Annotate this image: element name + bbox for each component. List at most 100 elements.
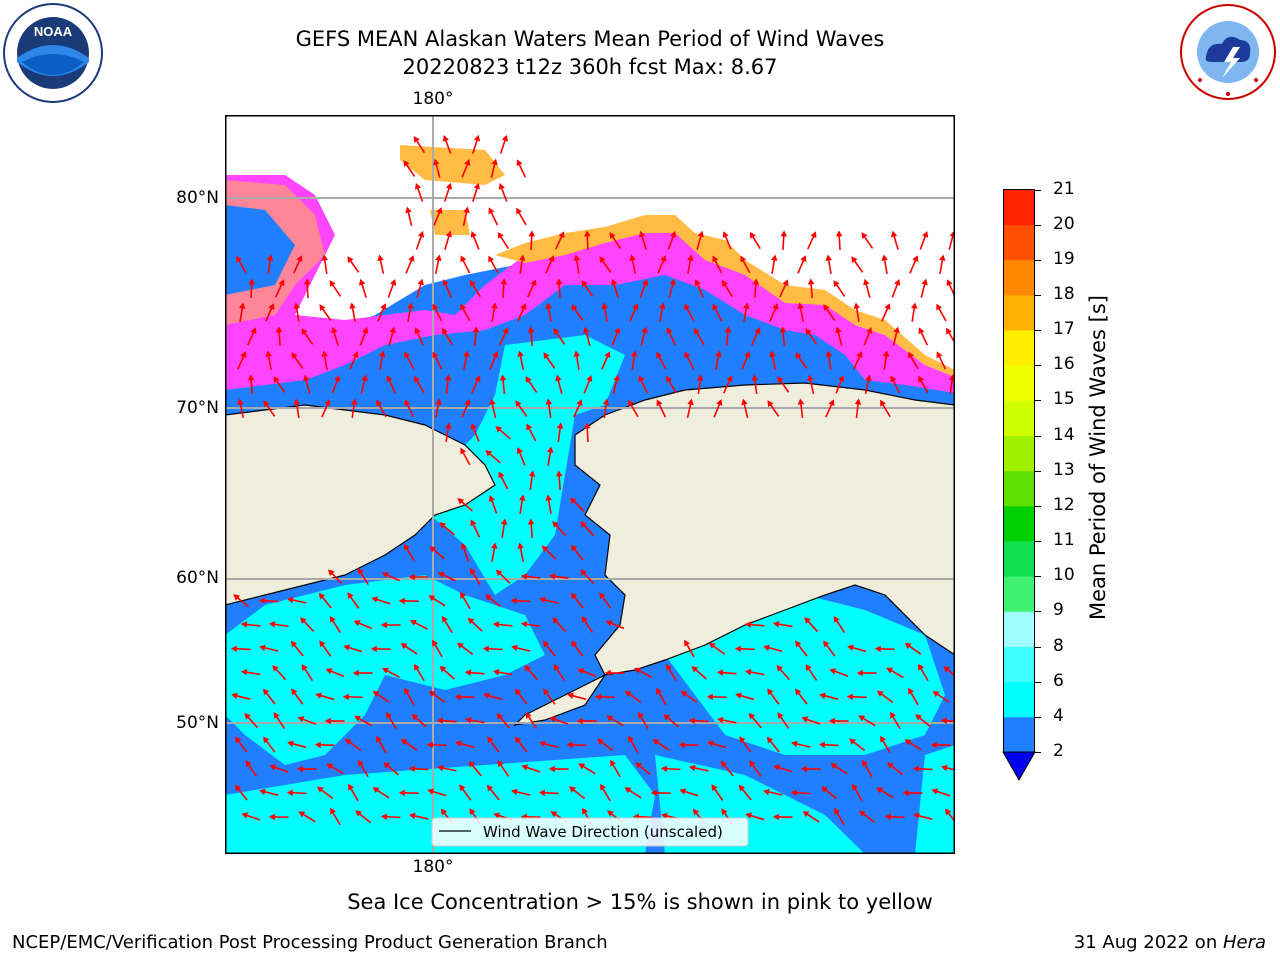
wind-arrow-head — [350, 398, 358, 405]
wind-arrow-head — [834, 807, 840, 815]
wind-arrow-head — [630, 350, 638, 357]
colorbar-tick-label: 16 — [1053, 354, 1075, 375]
wind-arrow-head — [694, 327, 700, 335]
wind-arrow-head — [599, 256, 606, 264]
colorbar-segment — [1003, 224, 1035, 261]
wind-arrow-head — [470, 231, 477, 238]
wind-arrow-head — [571, 304, 578, 312]
wind-arrow-head — [772, 303, 779, 310]
wind-arrow-head — [596, 738, 604, 745]
wind-arrow-head — [884, 303, 891, 311]
wind-arrow-head — [634, 667, 641, 674]
colorbar-tick-label: 13 — [1053, 459, 1075, 480]
wind-arrow-head — [707, 740, 714, 747]
wind-arrow-head — [413, 136, 420, 143]
wind-arrow-head — [943, 666, 951, 673]
wind-arrow-head — [441, 615, 448, 623]
wind-arrow-head — [428, 690, 436, 697]
wind-arrow-head — [517, 350, 524, 358]
wind-arrow-head — [614, 327, 621, 334]
wind-arrow-head — [344, 738, 352, 745]
colorbar-tick-mark — [1035, 752, 1041, 753]
wind-arrow-head — [638, 230, 646, 238]
wind-arrow-head — [795, 640, 802, 648]
wind-arrow-head — [263, 736, 270, 744]
wind-arrow-head — [893, 326, 900, 334]
wind-arrow-head — [442, 279, 449, 286]
wind-arrow-head — [946, 327, 952, 335]
wind-arrow-head — [605, 620, 613, 627]
wind-arrow-head — [325, 668, 333, 675]
wind-arrow-head — [570, 592, 578, 600]
wind-arrow-head — [326, 763, 334, 770]
wind-arrow-head — [910, 302, 918, 309]
colorbar-tick-label: 11 — [1053, 530, 1075, 551]
wind-arrow-head — [858, 810, 866, 817]
wind-arrow-head — [240, 621, 248, 628]
wind-arrow-head — [689, 764, 696, 772]
wind-arrow-head — [498, 183, 505, 190]
wind-arrow-head — [782, 279, 789, 287]
wind-arrow-head — [381, 572, 389, 579]
wind-arrow-head — [543, 688, 550, 696]
wind-arrow-head — [861, 232, 868, 239]
wind-arrow-head — [890, 711, 896, 719]
colorbar-tick-mark — [1035, 611, 1041, 613]
wind-arrow-head — [525, 376, 532, 384]
wind-arrow-head — [518, 254, 526, 261]
wind-arrow-head — [656, 399, 663, 407]
wind-arrow-head — [303, 374, 310, 382]
wind-arrow-head — [570, 544, 578, 552]
wind-arrow-head — [262, 688, 270, 696]
wind-arrow-head — [858, 715, 866, 722]
wind-arrow-head — [818, 741, 825, 749]
wind-arrow-head — [377, 254, 384, 262]
wind-arrow-head — [607, 810, 614, 817]
wind-arrow-head — [650, 789, 657, 797]
wind-arrow-head — [386, 375, 393, 383]
wind-arrow-head — [491, 158, 498, 166]
colorbar-segment — [1003, 576, 1035, 612]
wind-arrow-head — [734, 645, 741, 653]
wind-arrow-head — [493, 812, 501, 819]
wind-arrow-head — [571, 640, 578, 648]
wind-arrow-head — [353, 620, 361, 627]
wind-arrow-head — [894, 279, 901, 286]
wind-arrow-head — [439, 665, 447, 673]
wind-arrow-head — [245, 760, 252, 767]
wind-arrow-head — [930, 741, 937, 749]
wind-arrow-head — [846, 693, 853, 701]
wind-arrow-head — [411, 714, 419, 721]
wind-arrow-head — [908, 351, 915, 359]
map-legend: Wind Wave Direction (unscaled) — [431, 817, 749, 847]
wind-arrow-head — [805, 664, 812, 671]
wind-arrow-head — [511, 644, 518, 652]
lat-label-50: 50°N — [176, 713, 219, 733]
wind-arrow-head — [240, 669, 248, 676]
colorbar-segment — [1003, 646, 1035, 683]
wind-arrow-head — [772, 621, 780, 628]
wind-arrow-head — [525, 712, 532, 719]
wind-arrow-head — [498, 471, 505, 479]
wind-arrow-head — [465, 716, 472, 724]
wind-arrow-head — [408, 255, 415, 262]
wind-arrow-head — [347, 256, 354, 264]
wind-arrow-head — [469, 279, 476, 287]
colorbar-segment — [1003, 330, 1035, 366]
wind-arrow-head — [489, 398, 496, 406]
wind-arrow-head — [432, 639, 438, 647]
wind-arrow-head — [628, 399, 635, 407]
wind-arrow-head — [330, 807, 336, 815]
wind-arrow-head — [932, 691, 940, 698]
wind-arrow-head — [819, 692, 826, 700]
wind-arrow-head — [390, 278, 397, 286]
wind-arrow-head — [520, 621, 528, 628]
wind-arrow-head — [291, 352, 298, 360]
wind-arrow-head — [417, 278, 424, 286]
wind-arrow-head — [880, 735, 886, 743]
wind-arrow-head — [851, 256, 858, 264]
noaa-logo: NOAA — [3, 3, 103, 103]
wind-arrow-head — [739, 736, 746, 744]
wind-arrow-head — [624, 690, 632, 697]
wind-arrow-head — [515, 400, 522, 408]
